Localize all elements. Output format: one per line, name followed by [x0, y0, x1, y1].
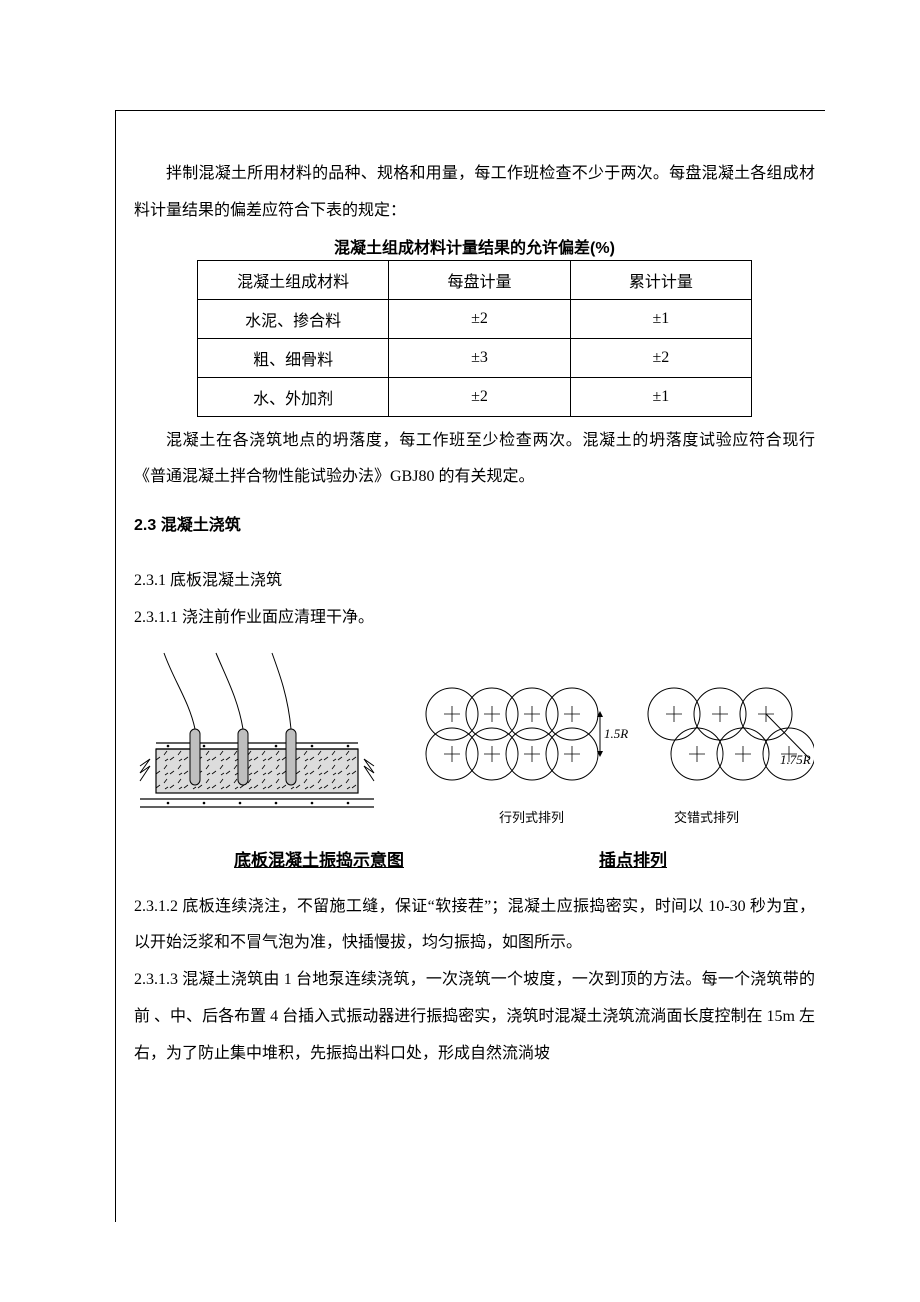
insertion-pattern-diagram: 1.5R: [424, 676, 814, 826]
main-caption-row: 底板混凝土振捣示意图 插点排列: [134, 846, 815, 871]
main-caption-right: 插点排列: [599, 846, 667, 871]
para-2-3-1-2: 2.3.1.2 底板连续浇注，不留施工缝，保证“软接茬”；混凝土应振捣密实，时间…: [134, 889, 815, 963]
table-header-row: 混凝土组成材料 每盘计量 累计计量: [198, 260, 752, 299]
table-title: 混凝土组成材料计量结果的允许偏差(%): [134, 234, 815, 258]
cell: ±2: [389, 377, 570, 416]
cell: 粗、细骨料: [198, 338, 389, 377]
cell: 水、外加剂: [198, 377, 389, 416]
page: 拌制混凝土所用材料的品种、规格和用量，每工作班检查不少于两次。每盘混凝土各组成材…: [0, 0, 920, 1302]
intro-paragraph: 拌制混凝土所用材料的品种、规格和用量，每工作班检查不少于两次。每盘混凝土各组成材…: [134, 156, 815, 230]
dim-label-1-75r: 1.75R: [780, 752, 811, 767]
figure-row: 1.5R: [134, 651, 815, 826]
table-row: 水、外加剂 ±2 ±1: [198, 377, 752, 416]
cell: ±2: [389, 299, 570, 338]
sub-caption-stagger: 交错式排列: [674, 807, 739, 826]
th-material: 混凝土组成材料: [198, 260, 389, 299]
cell: ±2: [570, 338, 751, 377]
para-2-3-1-3: 2.3.1.3 混凝土浇筑由 1 台地泵连续浇筑，一次浇筑一个坡度，一次到顶的方…: [134, 962, 815, 1072]
main-caption-left: 底板混凝土振捣示意图: [234, 846, 404, 871]
sub-caption-row: 行列式排列 交错式排列: [424, 807, 814, 826]
section-2-3-heading: 2.3 混凝土浇筑: [134, 508, 815, 545]
table-row: 粗、细骨料 ±3 ±2: [198, 338, 752, 377]
sub-2-3-1-1: 2.3.1.1 浇注前作业面应清理干净。: [134, 600, 815, 637]
th-per-batch: 每盘计量: [389, 260, 570, 299]
content-frame: 拌制混凝土所用材料的品种、规格和用量，每工作班检查不少于两次。每盘混凝土各组成材…: [115, 110, 825, 1222]
sub-caption-rowcol: 行列式排列: [499, 807, 564, 826]
cell: 水泥、掺合料: [198, 299, 389, 338]
th-cumulative: 累计计量: [570, 260, 751, 299]
cell: ±1: [570, 299, 751, 338]
cell: ±3: [389, 338, 570, 377]
dim-label-1-5r: 1.5R: [604, 726, 628, 741]
cell: ±1: [570, 377, 751, 416]
sub-2-3-1: 2.3.1 底板混凝土浇筑: [134, 563, 815, 600]
after-table-paragraph: 混凝土在各浇筑地点的坍落度，每工作班至少检查两次。混凝土的坍落度试验应符合现行《…: [134, 423, 815, 497]
deviation-table: 混凝土组成材料 每盘计量 累计计量 水泥、掺合料 ±2 ±1 粗、细骨料 ±3 …: [197, 260, 752, 417]
table-row: 水泥、掺合料 ±2 ±1: [198, 299, 752, 338]
vibrator-section-diagram: [134, 651, 380, 826]
